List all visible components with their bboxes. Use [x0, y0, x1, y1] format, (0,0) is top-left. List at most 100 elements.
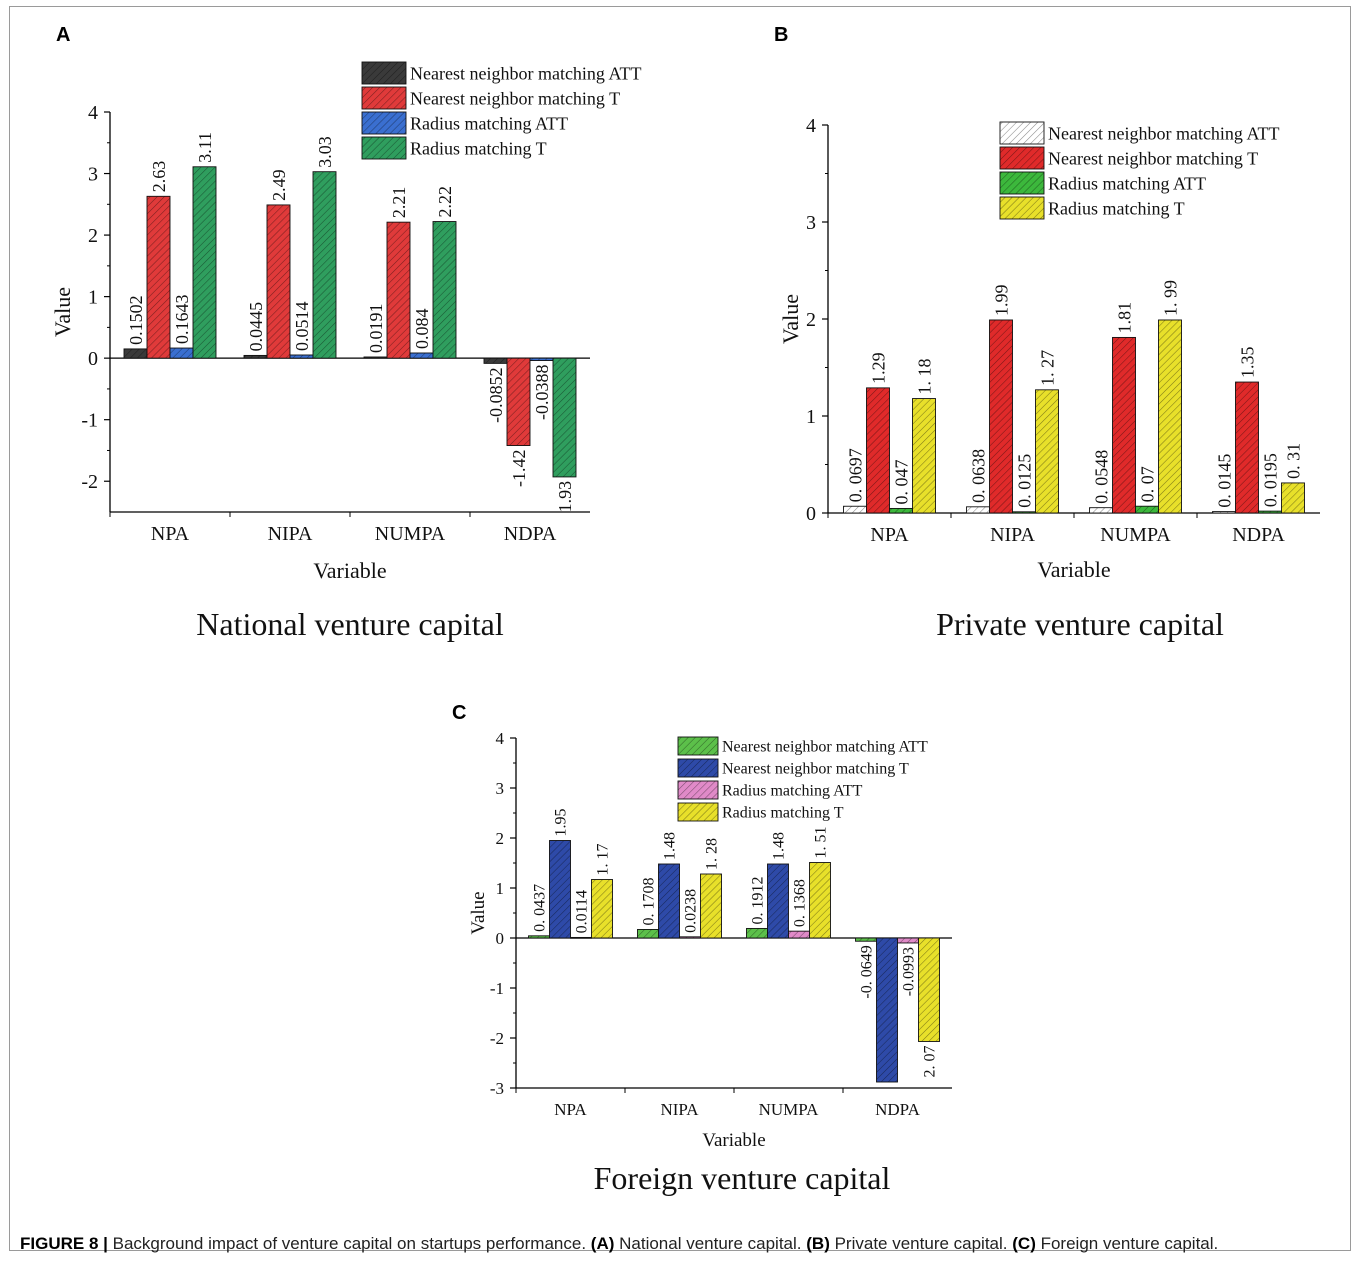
caption-part-b: Private venture capital.	[834, 1234, 1008, 1253]
data-label-nearest-neighbor-matching-att-ndpa: 0. 0145	[1214, 454, 1234, 508]
y-axis-label: Value	[50, 287, 75, 337]
bar-nearest-neighbor-matching-att-npa	[528, 935, 550, 939]
data-label-nearest-neighbor-matching-att-nipa: 0. 1708	[641, 877, 658, 925]
data-label-radius-matching-att-nipa: 0. 0125	[1014, 454, 1034, 508]
data-label-radius-matching-t-nipa: 3.03	[315, 136, 335, 168]
bar-radius-matching-att-ndpa	[529, 357, 554, 361]
data-label-radius-matching-att-numpa: 0. 07	[1137, 466, 1157, 502]
caption-part-a: National venture capital.	[619, 1234, 802, 1253]
data-label-nearest-neighbor-matching-t-nipa: 2.49	[269, 169, 289, 201]
bar-radius-matching-att-ndpa	[897, 937, 919, 944]
bar-nearest-neighbor-matching-t-nipa	[266, 204, 291, 359]
y-tick-label: 2	[806, 309, 816, 331]
legend-swatch-nearest-neighbor-matching-att	[999, 121, 1045, 145]
y-tick-label: 1	[496, 879, 505, 898]
y-tick-label: -1	[490, 979, 504, 998]
bar-nearest-neighbor-matching-att-numpa	[363, 356, 388, 359]
legend-swatch-nearest-neighbor-matching-t	[999, 146, 1045, 170]
bar-radius-matching-t-npa	[192, 166, 217, 359]
x-tick-label-ndpa: NDPA	[504, 523, 557, 545]
bar-radius-matching-att-nipa	[1012, 511, 1036, 514]
y-tick-label: 0	[806, 503, 816, 525]
data-label-nearest-neighbor-matching-t-npa: 1.29	[868, 352, 888, 384]
bar-radius-matching-att-nipa	[679, 936, 701, 939]
legend-label-radius-matching-t: Radius matching T	[410, 139, 547, 159]
data-label-radius-matching-t-npa: 1. 17	[595, 844, 612, 876]
bar-radius-matching-t-ndpa	[918, 937, 940, 1042]
chart-private-venture-capital: 0 1 2 3 4 NPA 0. 0697 1.29 0. 047 1. 18 NIPA 0. 063…	[778, 115, 1320, 582]
data-label-radius-matching-t-numpa: 1. 99	[1160, 280, 1180, 316]
bar-radius-matching-t-npa	[591, 879, 613, 939]
bar-radius-matching-t-nipa	[1035, 389, 1059, 514]
bar-nearest-neighbor-matching-att-numpa	[1089, 507, 1113, 514]
y-tick-label: 2	[496, 829, 505, 848]
x-tick-label-numpa: NUMPA	[375, 523, 446, 545]
figure-frame	[9, 6, 1351, 1251]
data-label-radius-matching-att-ndpa: -0.0993	[901, 947, 918, 996]
y-axis-label: Value	[778, 294, 803, 344]
panel-title-foreign: Foreign venture capital	[593, 1160, 891, 1196]
bar-nearest-neighbor-matching-att-ndpa	[483, 357, 508, 364]
bar-nearest-neighbor-matching-att-nipa	[637, 929, 659, 939]
data-label-nearest-neighbor-matching-att-npa: 0.1502	[126, 295, 146, 345]
legend-label-nearest-neighbor-matching-t: Nearest neighbor matching T	[1048, 149, 1258, 169]
data-label-radius-matching-att-npa: 0.0114	[574, 890, 591, 933]
bar-radius-matching-att-npa	[889, 507, 913, 514]
bar-radius-matching-t-ndpa	[1281, 482, 1305, 514]
figure-caption: FIGURE 8 | Background impact of venture …	[20, 1234, 1218, 1254]
bar-nearest-neighbor-matching-t-numpa	[767, 863, 789, 939]
bar-radius-matching-t-npa	[912, 398, 936, 514]
legend-swatch-nearest-neighbor-matching-t	[677, 758, 719, 778]
caption-letter-a: (A)	[590, 1234, 615, 1253]
x-axis-label: Variable	[1037, 557, 1110, 582]
bar-nearest-neighbor-matching-t-ndpa	[876, 937, 898, 1083]
bar-radius-matching-t-nipa	[312, 171, 337, 359]
bar-radius-matching-t-nipa	[700, 873, 722, 939]
data-label-nearest-neighbor-matching-att-ndpa: -0.0852	[486, 367, 506, 423]
bar-nearest-neighbor-matching-t-numpa	[1112, 336, 1136, 514]
panel-letter-c: C	[452, 702, 467, 724]
legend-label-nearest-neighbor-matching-att: Nearest neighbor matching ATT	[722, 738, 928, 755]
data-label-nearest-neighbor-matching-att-numpa: 0. 0548	[1091, 450, 1111, 504]
y-axis-label: Value	[468, 891, 489, 934]
bar-radius-matching-att-ndpa	[1258, 510, 1282, 514]
y-tick-label: -1	[81, 410, 98, 432]
data-label-nearest-neighbor-matching-att-numpa: 0. 1912	[750, 876, 767, 924]
x-tick-label-ndpa: NDPA	[1232, 524, 1285, 546]
data-label-radius-matching-att-npa: 0.1643	[172, 295, 192, 345]
legend-label-nearest-neighbor-matching-att: Nearest neighbor matching ATT	[1048, 124, 1279, 144]
y-tick-label: -2	[490, 1029, 504, 1048]
data-label-radius-matching-t-numpa: 1. 51	[813, 827, 830, 859]
data-label-nearest-neighbor-matching-att-nipa: 0. 0638	[968, 449, 988, 503]
x-tick-label-numpa: NUMPA	[1100, 524, 1171, 546]
legend-swatch-radius-matching-att	[677, 780, 719, 800]
bar-radius-matching-att-npa	[169, 347, 194, 359]
y-tick-label: 2	[88, 225, 98, 247]
bar-radius-matching-att-numpa	[409, 352, 434, 359]
y-tick-label: 3	[88, 164, 98, 186]
panel-title-national: National venture capital	[196, 606, 504, 642]
bar-nearest-neighbor-matching-t-npa	[866, 387, 890, 514]
y-tick-label: 3	[806, 212, 816, 234]
data-label-radius-matching-t-nipa: 1. 27	[1037, 350, 1057, 386]
bar-nearest-neighbor-matching-t-npa	[146, 195, 171, 359]
data-label-nearest-neighbor-matching-t-numpa: 1.48	[771, 832, 788, 860]
y-tick-label: 0	[88, 348, 98, 370]
y-tick-label: 0	[496, 929, 505, 948]
legend-label-radius-matching-t: Radius matching T	[1048, 199, 1185, 219]
data-label-nearest-neighbor-matching-att-nipa: 0.0445	[246, 302, 266, 352]
legend-swatch-radius-matching-t	[361, 136, 407, 160]
data-label-radius-matching-t-ndpa: 2. 07	[922, 1046, 939, 1078]
x-tick-label-npa: NPA	[554, 1100, 587, 1119]
y-tick-label: 1	[88, 287, 98, 309]
legend-swatch-nearest-neighbor-matching-att	[361, 61, 407, 85]
data-label-nearest-neighbor-matching-t-nipa: 1.48	[662, 832, 679, 860]
legend-swatch-radius-matching-att	[999, 171, 1045, 195]
data-label-radius-matching-t-npa: 1. 18	[914, 359, 934, 395]
data-label-radius-matching-t-numpa: 2.22	[435, 186, 455, 218]
panel-letter-b: B	[774, 24, 789, 46]
bar-nearest-neighbor-matching-t-ndpa	[1235, 381, 1259, 514]
x-axis-label: Variable	[702, 1130, 765, 1151]
y-tick-label: 4	[496, 729, 505, 748]
bar-nearest-neighbor-matching-t-nipa	[989, 319, 1013, 514]
